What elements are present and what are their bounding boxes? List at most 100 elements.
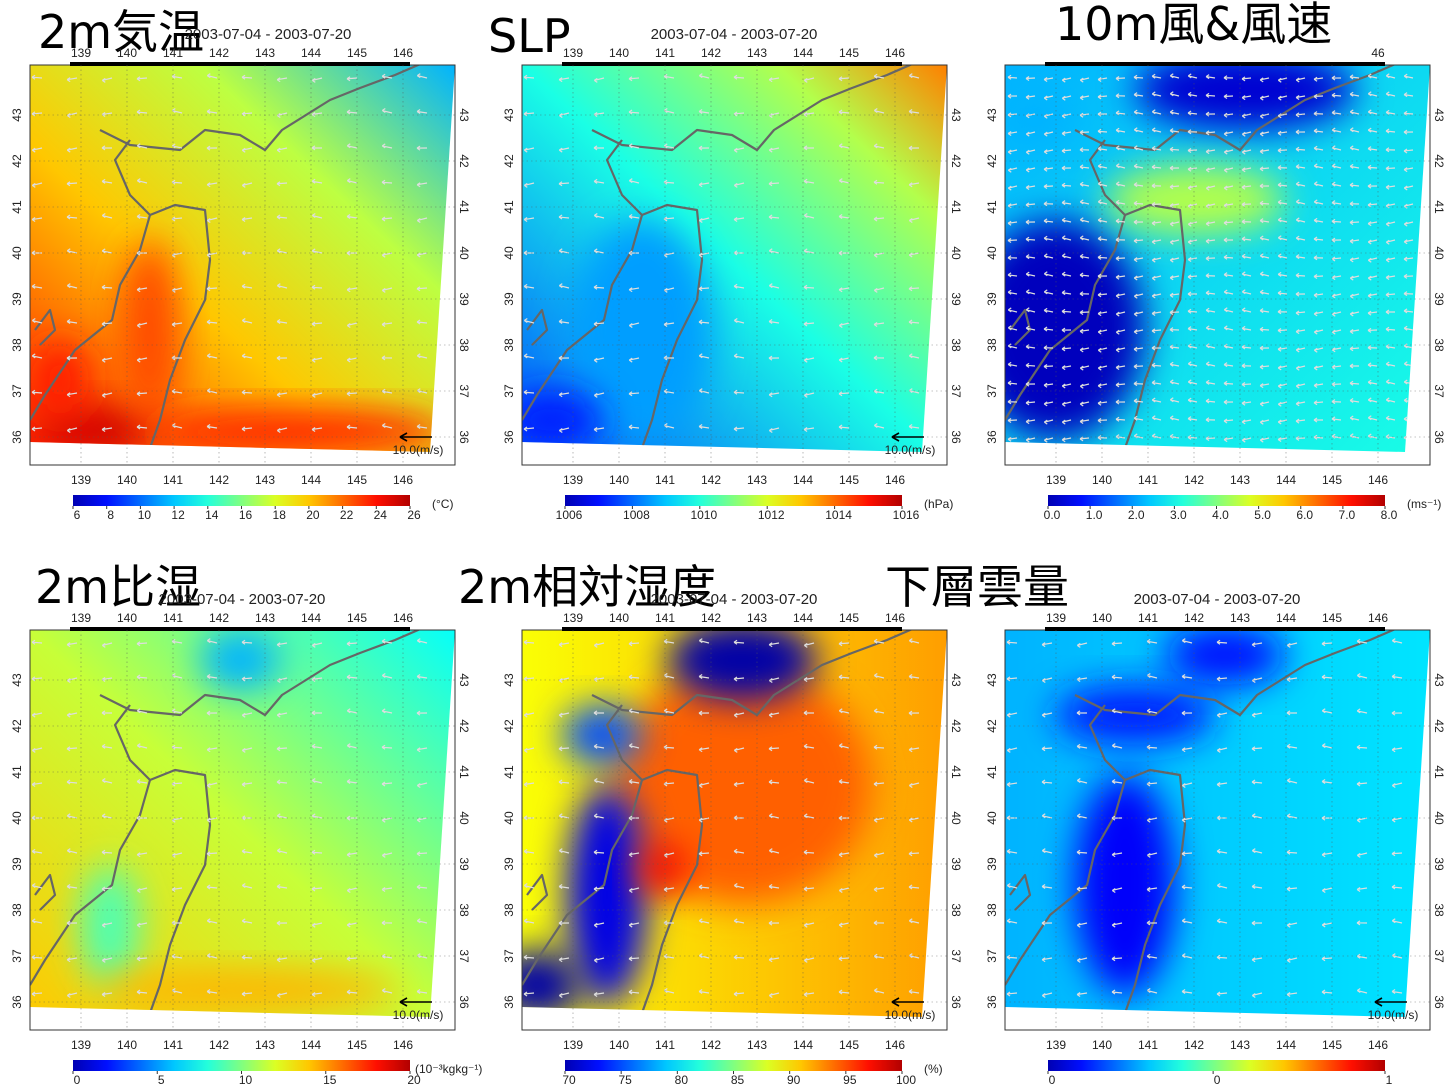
wind-arrow bbox=[66, 992, 78, 998]
wind-arrow bbox=[873, 287, 885, 293]
wind-arrow bbox=[523, 217, 535, 223]
wind-arrow bbox=[416, 638, 428, 644]
wind-arrow bbox=[206, 673, 218, 679]
wind-arrow bbox=[66, 813, 78, 819]
field-blob bbox=[30, 340, 90, 420]
wind-arrow bbox=[276, 884, 288, 890]
wind-arrow bbox=[1061, 401, 1072, 407]
wind-arrow bbox=[1097, 435, 1108, 441]
top-lon-tick-label: 46 bbox=[1371, 46, 1385, 60]
wind-arrow bbox=[803, 922, 815, 928]
wind-arrow bbox=[1286, 849, 1298, 855]
wind-arrow bbox=[558, 779, 570, 785]
wind-arrow bbox=[733, 712, 745, 718]
wind-arrow bbox=[1076, 778, 1088, 784]
top-lon-tick-label: 146 bbox=[393, 46, 413, 60]
top-lon-tick-label: 145 bbox=[1322, 611, 1342, 625]
wind-arrow bbox=[1133, 127, 1144, 133]
wind-arrow bbox=[1331, 127, 1342, 133]
date-range: 2003-07-04 - 2003-07-20 bbox=[1134, 591, 1301, 608]
wind-arrow bbox=[803, 677, 815, 682]
frame-top-bar bbox=[1045, 627, 1385, 631]
wind-arrow bbox=[1356, 673, 1368, 679]
wind-arrow bbox=[873, 817, 885, 823]
panel-title: 2m比湿 bbox=[35, 560, 201, 614]
lon-tick-label: 142 bbox=[209, 1038, 229, 1052]
lon-tick-label: 146 bbox=[885, 473, 905, 487]
wind-arrow bbox=[276, 813, 288, 819]
lat-tick-label-right: 42 bbox=[949, 154, 963, 168]
wind-arrow bbox=[1079, 129, 1090, 135]
lat-tick-label-right: 42 bbox=[457, 154, 471, 168]
wind-arrow bbox=[1079, 310, 1090, 316]
wind-arrow bbox=[1061, 182, 1072, 188]
wind-arrow bbox=[1025, 75, 1036, 81]
wind-arrow bbox=[1277, 436, 1288, 442]
coastline bbox=[522, 704, 644, 986]
wind-arrow bbox=[1133, 363, 1144, 369]
wind-arrow bbox=[1295, 310, 1306, 316]
top-lon-tick-label: 140 bbox=[609, 611, 629, 625]
wind-arrow bbox=[908, 782, 920, 788]
wind-arrow bbox=[1169, 309, 1180, 315]
colorbar-tick-label: 6.0 bbox=[1296, 508, 1313, 522]
wind-arrow bbox=[733, 747, 745, 753]
lon-tick-label: 144 bbox=[301, 1038, 321, 1052]
wind-arrow bbox=[628, 76, 640, 82]
lat-tick-label-right: 43 bbox=[949, 108, 963, 122]
wind-arrow bbox=[1025, 167, 1036, 173]
colorbar-tick-label: 0 bbox=[1214, 1073, 1221, 1087]
wind-arrow bbox=[1385, 73, 1396, 79]
wind-arrow bbox=[1286, 677, 1298, 682]
wind-arrow bbox=[1331, 399, 1342, 405]
wind-arrow bbox=[1313, 255, 1324, 261]
wind-arrow bbox=[276, 319, 288, 325]
map-panel: SLP 2003-07-04 - 2003-07-20 139 140 141 142 14… bbox=[488, 9, 963, 522]
wind-arrow bbox=[558, 318, 570, 324]
wind-arrow bbox=[803, 743, 815, 749]
wind-arrow bbox=[206, 252, 218, 258]
wind-arrow bbox=[558, 712, 570, 718]
wind-arrow bbox=[628, 178, 640, 184]
wind-arrow bbox=[416, 851, 428, 857]
wind-arrow bbox=[628, 989, 640, 995]
wind-arrow bbox=[1079, 272, 1090, 278]
panel-title: SLP bbox=[488, 9, 571, 63]
wind-arrow bbox=[1259, 131, 1270, 137]
wind-arrow bbox=[1007, 436, 1018, 442]
wind-arrow bbox=[1205, 130, 1216, 136]
wind-arrow bbox=[206, 953, 218, 959]
field-blob bbox=[120, 240, 180, 420]
wind-arrow bbox=[1041, 746, 1053, 752]
wind-arrow bbox=[241, 389, 253, 395]
wind-arrow bbox=[1331, 200, 1342, 206]
wind-arrow bbox=[381, 781, 393, 787]
wind-arrow bbox=[1006, 954, 1018, 960]
wind-arrow bbox=[1043, 235, 1054, 241]
wind-arrow bbox=[1061, 77, 1072, 83]
wind-arrow bbox=[1007, 307, 1018, 313]
colorbar-tick-label: 14 bbox=[205, 508, 219, 522]
wind-arrow bbox=[276, 283, 288, 289]
wind-arrow bbox=[1331, 145, 1342, 151]
wind-arrow bbox=[1169, 292, 1180, 298]
wind-arrow bbox=[1313, 274, 1324, 280]
lat-tick-label: 38 bbox=[10, 903, 24, 917]
wind-arrow bbox=[136, 391, 148, 397]
field-blob bbox=[1165, 630, 1285, 685]
wind-arrow bbox=[1025, 362, 1036, 368]
wind-arrow bbox=[381, 988, 393, 994]
lon-tick-label: 141 bbox=[1138, 473, 1158, 487]
wind-arrow bbox=[416, 884, 428, 890]
lat-tick-label: 38 bbox=[10, 338, 24, 352]
wind-arrow bbox=[416, 73, 428, 79]
lon-tick-label: 143 bbox=[255, 473, 275, 487]
wind-arrow bbox=[873, 321, 885, 327]
wind-arrow bbox=[416, 286, 428, 292]
top-lon-tick-label: 143 bbox=[747, 611, 767, 625]
lon-tick-label: 144 bbox=[1276, 473, 1296, 487]
wind-arrow bbox=[1043, 95, 1054, 101]
wind-arrow bbox=[1187, 397, 1198, 403]
wind-arrow bbox=[1367, 310, 1378, 316]
wind-arrow bbox=[1241, 131, 1252, 137]
